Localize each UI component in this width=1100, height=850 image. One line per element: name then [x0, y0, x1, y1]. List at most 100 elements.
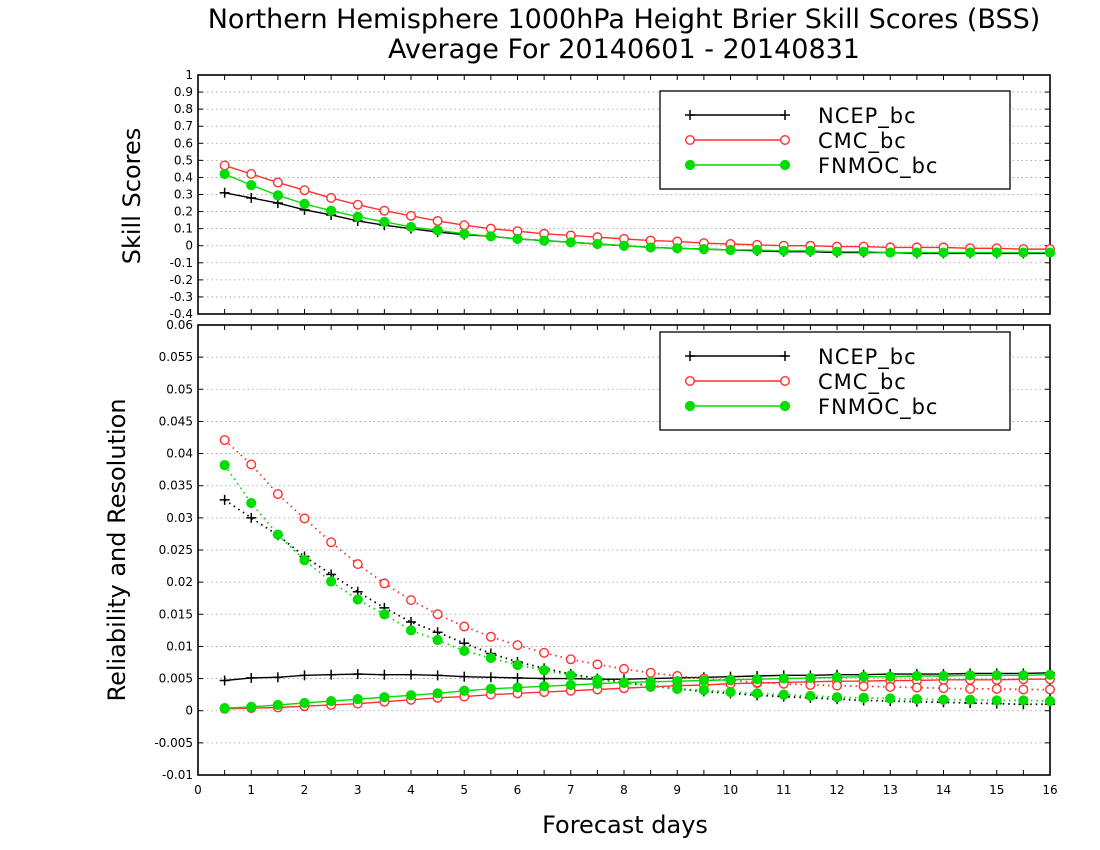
x-tick-label: 12 [829, 783, 844, 797]
data-point [885, 693, 896, 704]
data-point [272, 177, 283, 188]
data-point [1018, 684, 1029, 695]
y-tick-label: -0.2 [170, 273, 193, 287]
x-tick-label: 3 [354, 783, 362, 797]
y-tick-label: -0.3 [170, 290, 193, 304]
data-point [885, 671, 896, 682]
y-tick-label: 0.035 [159, 479, 193, 493]
legend-marker [685, 351, 695, 361]
data-point [406, 595, 417, 606]
series-line [223, 464, 1051, 702]
data-point [246, 180, 257, 191]
data-point [831, 692, 843, 703]
data-point [618, 240, 630, 251]
data-point [938, 247, 949, 258]
x-tick-label: 0 [194, 783, 202, 797]
data-point [991, 683, 1002, 694]
y-tick-label: 0.05 [166, 382, 193, 396]
data-point [219, 494, 230, 505]
x-tick-label: 1 [247, 783, 255, 797]
x-tick-label: 10 [723, 783, 738, 797]
data-point [299, 513, 310, 524]
y-tick-label: 1 [185, 68, 193, 82]
data-point [698, 685, 709, 696]
data-point [485, 672, 496, 683]
legend-marker [780, 110, 790, 120]
data-point [752, 244, 763, 256]
data-point [858, 692, 869, 703]
data-point [379, 692, 390, 703]
data-point [938, 683, 949, 694]
data-point [512, 659, 523, 671]
data-point [885, 681, 896, 692]
chart-subtitle: Average For 20140601 - 20140831 [388, 34, 860, 65]
data-point [406, 669, 416, 680]
data-point [219, 675, 230, 686]
y-tick-label: 0.3 [174, 188, 193, 202]
data-point [539, 681, 550, 692]
data-point [326, 669, 337, 680]
legend-marker [684, 159, 696, 171]
legend-marker [779, 400, 791, 412]
y-tick-label: 0.4 [174, 170, 193, 184]
legend-marker [684, 400, 696, 412]
data-point [539, 647, 550, 658]
data-point [272, 672, 283, 683]
top-panel-y-axis-label: Skill Scores [118, 128, 146, 265]
data-point [565, 654, 576, 665]
data-point [1044, 684, 1055, 695]
series-line [224, 439, 1050, 691]
x-tick-label: 4 [407, 783, 415, 797]
x-tick-label: 5 [460, 783, 468, 797]
y-tick-label: 0.5 [174, 153, 193, 167]
y-tick-label: 0 [185, 239, 193, 253]
data-point [432, 688, 443, 699]
y-tick-label: 0.6 [174, 136, 193, 150]
legend-item-FNMOC_bc: FNMOC_bc [684, 395, 938, 420]
data-point [219, 703, 230, 714]
data-point [885, 247, 896, 258]
data-point [272, 190, 283, 201]
data-point [219, 168, 230, 180]
data-point [299, 185, 310, 196]
data-point [246, 459, 257, 470]
data-point [512, 672, 523, 683]
y-tick-label: 0.9 [174, 85, 193, 99]
y-tick-label: -0.005 [154, 736, 193, 750]
y-tick-label: 0.01 [166, 639, 193, 653]
data-point [805, 690, 816, 702]
data-point [831, 246, 843, 257]
data-point [618, 677, 630, 689]
data-point [432, 670, 443, 681]
data-point [858, 681, 869, 692]
data-point [299, 198, 310, 209]
data-point [698, 244, 709, 255]
data-point [752, 688, 763, 699]
y-tick-label: 0.06 [166, 318, 193, 332]
data-point [272, 489, 283, 500]
data-point [272, 529, 283, 540]
data-point [299, 697, 310, 709]
legend-label: CMC_bc [818, 129, 907, 154]
data-point [405, 690, 417, 701]
data-point [459, 685, 470, 696]
legend-label: FNMOC_bc [818, 395, 938, 420]
legend-item-CMC_bc: CMC_bc [685, 129, 907, 154]
data-point [219, 187, 230, 198]
data-point [645, 681, 656, 692]
data-point [1018, 670, 1029, 681]
y-tick-label: 0.02 [166, 575, 193, 589]
series-line [224, 678, 1050, 710]
data-point [965, 670, 976, 681]
plot-frame [197, 324, 1051, 776]
y-tick-label: 0.015 [159, 607, 193, 621]
data-point [352, 211, 363, 222]
data-point [991, 670, 1002, 681]
data-point [911, 247, 922, 258]
data-point [1044, 247, 1056, 258]
x-tick-label: 11 [776, 783, 791, 797]
data-point [805, 672, 816, 684]
data-point [459, 621, 470, 632]
data-point [592, 238, 603, 250]
